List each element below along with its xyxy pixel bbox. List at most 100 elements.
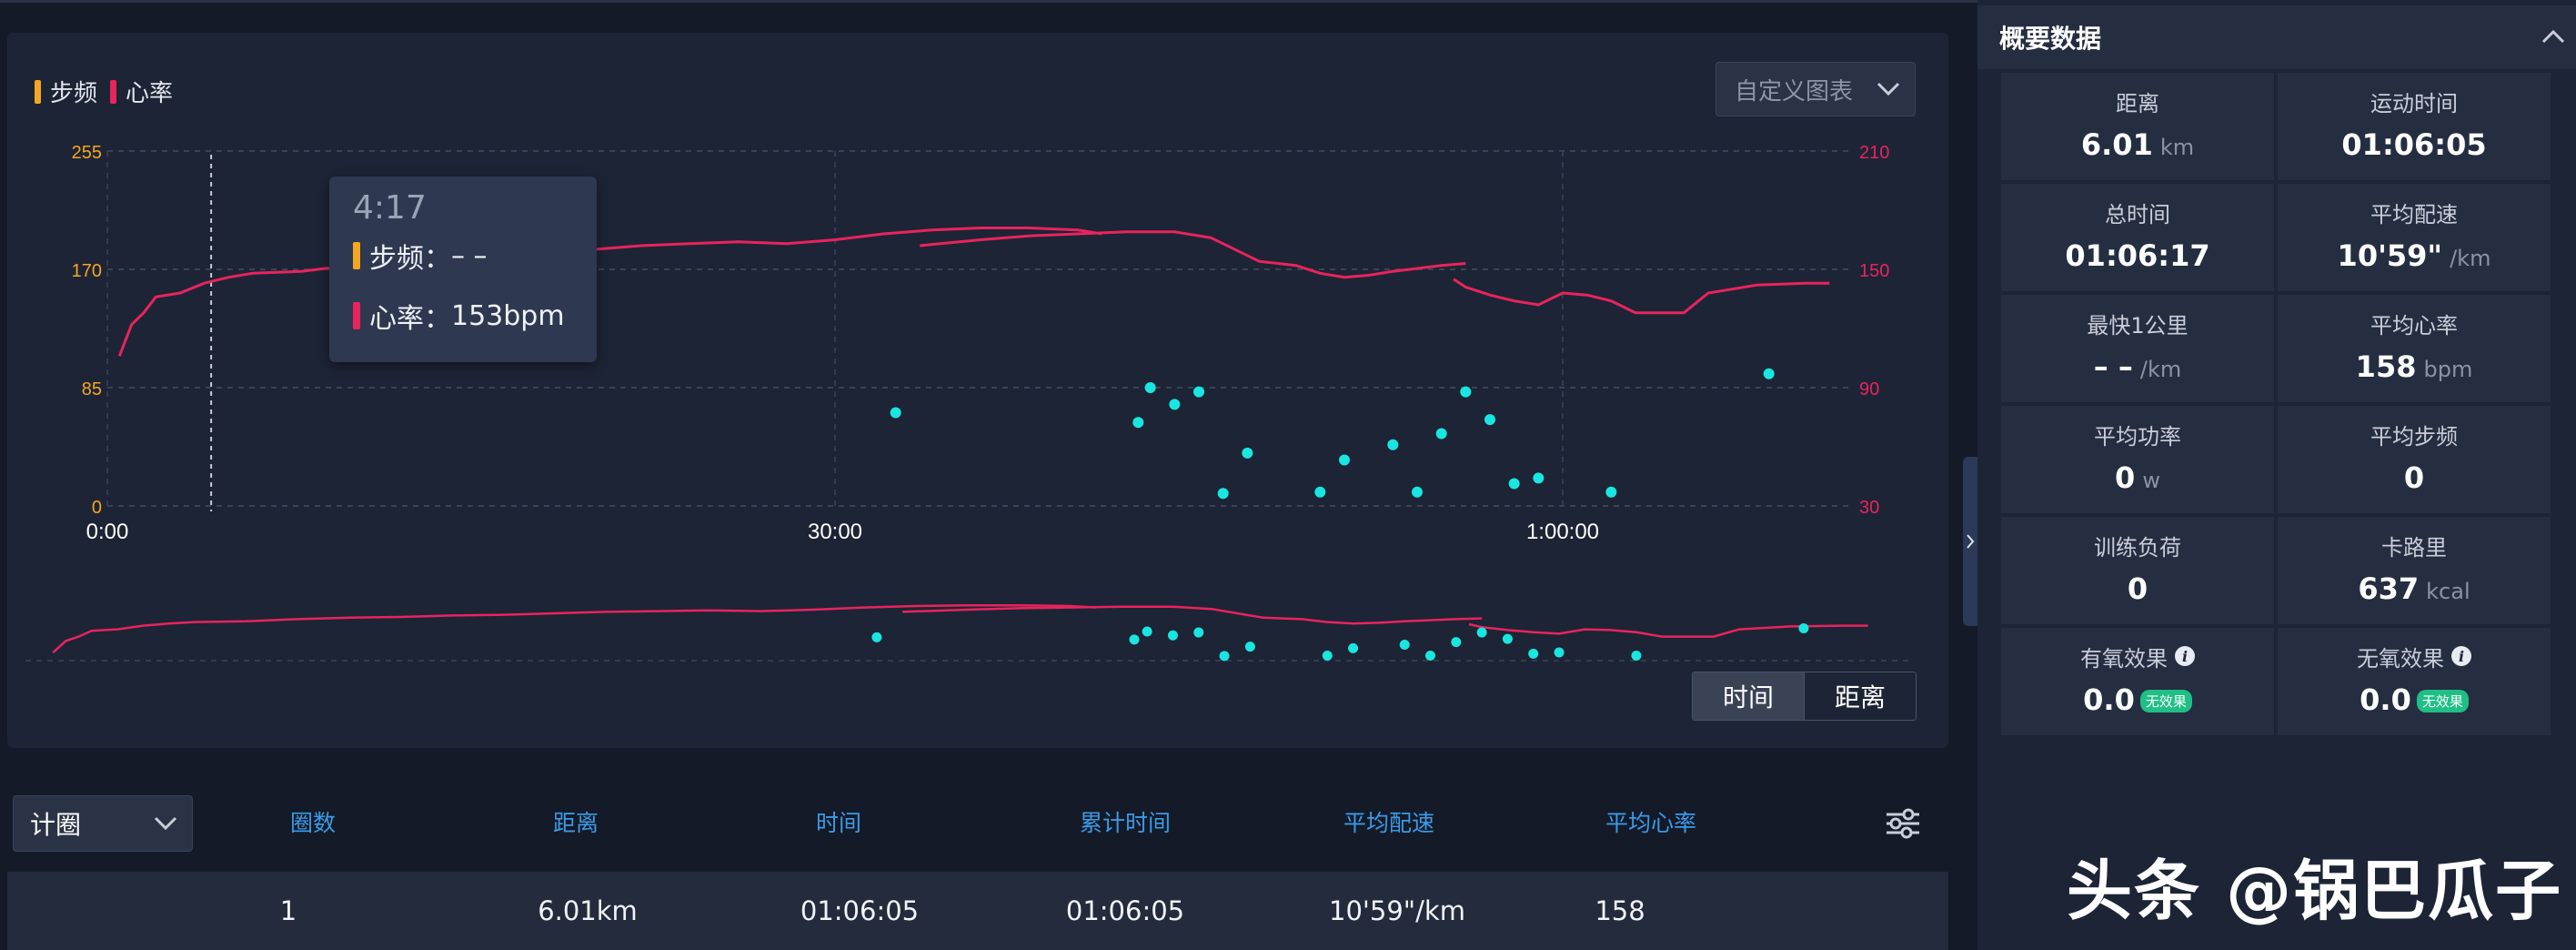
column-header-cumulative-time[interactable]: 累计时间 [1079,810,1172,836]
column-header-time[interactable]: 时间 [815,810,862,836]
summary-cell-avg-hr: 平均心率 158 bpm [2278,295,2551,402]
summary-cell-fastest-km: 最快1公里 – –/km [2001,295,2274,402]
overview-cadence-point [1502,633,1513,644]
top-border [0,0,2576,3]
cadence-point [1605,486,1617,498]
heart-rate-swatch [353,302,360,329]
legend-item-cadence[interactable]: 步频 [35,75,97,108]
chart-tooltip: 4:17 步频： – – 心率： 153bpm [329,177,597,362]
summary-value: 0.0 无效果 [2278,682,2551,717]
right-axis-tick: 90 [1859,379,1879,399]
chevron-up-icon[interactable] [2540,25,2567,47]
summary-value-text: – – [2093,349,2133,384]
summary-cell-moving-time: 运动时间 01:06:05 [2278,73,2551,180]
summary-value: 6.01 km [2001,127,2274,162]
summary-label: 平均功率 [2001,420,2274,450]
summary-label-text: 有氧效果 [2080,645,2168,672]
legend-label-cadence: 步频 [50,80,98,107]
left-axis-tick: 170 [72,261,102,281]
overview-cadence-point [1193,627,1204,638]
summary-panel: 概要数据 距离 6.01 km 运动时间 01:06:05 总时间 01:06:17 平均配速… [1977,0,2576,950]
overview-cadence-point [1399,639,1410,650]
chevron-down-icon [154,816,177,831]
cadence-swatch [353,242,360,269]
summary-value: 0.0 无效果 [2001,682,2274,717]
toggle-time-button[interactable]: 时间 [1693,672,1804,720]
cadence-point [1339,454,1350,466]
chart-legend: 步频 心率 [35,75,186,108]
summary-label: 无氧效果 i [2278,642,2551,672]
tooltip-hr-label: 心率： [369,303,451,335]
legend-item-heart-rate[interactable]: 心率 [110,75,173,108]
summary-value: 0 [2278,460,2551,495]
summary-label-text: 运动时间 [2370,90,2458,116]
cadence-point [1387,439,1399,450]
summary-value-text: 158 [2355,349,2417,384]
tooltip-cadence-label: 步频： [369,243,451,275]
cell-time: 01:06:05 [800,895,920,926]
cadence-point [1412,486,1423,498]
table-row[interactable]: 1 6.01km 01:06:05 01:06:05 10'59"/km 158 [7,872,1948,950]
watermark-text: 头条 @锅巴瓜子 [2067,853,2563,929]
summary-label: 平均心率 [2278,309,2551,339]
summary-value-text: 637 [2358,571,2420,606]
summary-value-text: 0 [2403,460,2425,495]
overview-cadence-point [1554,647,1565,658]
overview-cadence-point [1167,630,1178,641]
summary-cell-avg-pace: 平均配速 10'59" /km [2278,184,2551,291]
summary-label: 总时间 [2001,198,2274,227]
left-axis-tick: 255 [72,143,102,163]
table-header: 圈数 距离 时间 累计时间 平均配速 平均心率 [0,795,1956,852]
info-icon[interactable]: i [2175,646,2195,666]
overview-cadence-point [1244,642,1255,652]
cell-avg-hr: 158 [1595,895,1645,926]
lap-select-dropdown[interactable]: 计圈 [13,795,193,852]
summary-label-text: 平均功率 [2094,423,2181,450]
custom-chart-label: 自定义图表 [1735,77,1854,106]
cadence-point [1460,386,1472,398]
summary-value-text: 6.01 [2080,127,2153,162]
summary-value-text: 10'59" [2337,238,2443,273]
summary-unit: /km [2139,357,2182,382]
summary-label: 平均步频 [2278,420,2551,450]
overview-cadence-point [1219,651,1230,662]
summary-label: 有氧效果 i [2001,642,2274,672]
summary-value: 10'59" /km [2278,238,2551,273]
tooltip-cadence-row: 步频： – – [353,236,573,276]
cell-distance: 6.01km [538,895,638,926]
summary-label: 训练负荷 [2001,531,2274,561]
collapse-side-tab[interactable] [1963,457,1977,626]
toggle-distance-button[interactable]: 距离 [1804,672,1916,720]
summary-value-text: 0 [2115,460,2136,495]
column-header-avg-hr[interactable]: 平均心率 [1605,810,1697,836]
column-header-distance[interactable]: 距离 [552,810,599,836]
summary-header[interactable]: 概要数据 [1977,5,2576,69]
summary-value: 01:06:05 [2278,127,2551,162]
heart-rate-line [920,230,1466,279]
time-axis-tick: 0:00 [86,520,129,544]
status-badge: 无效果 [2139,690,2192,712]
summary-value: – –/km [2001,349,2274,384]
summary-label-text: 平均心率 [2370,312,2458,339]
legend-label-heart-rate: 心率 [126,80,174,107]
overview-cadence-point [1798,622,1809,633]
tooltip-hr-row: 心率： 153bpm [353,296,573,336]
summary-label-text: 卡路里 [2381,534,2447,561]
heart-rate-cadence-chart: 255 210 170 150 85 90 0 30 0:00 30:00 1:00:00 [25,143,1908,662]
column-header-lap[interactable]: 圈数 [289,810,337,836]
overview-cadence-point [1476,627,1487,638]
cadence-point [1193,386,1204,398]
summary-value-text: 01:06:05 [2341,127,2487,162]
column-header-avg-pace[interactable]: 平均配速 [1343,810,1435,836]
cadence-point [1217,488,1229,500]
right-axis-tick: 150 [1859,261,1889,281]
cadence-point [1242,447,1253,459]
info-icon[interactable]: i [2451,646,2471,666]
summary-unit: km [2159,135,2195,160]
custom-chart-dropdown[interactable]: 自定义图表 [1716,62,1916,116]
summary-unit: kcal [2426,579,2470,604]
overview-cadence-point [1631,650,1642,661]
column-settings-icon[interactable] [1883,806,1923,841]
summary-cell-calories: 卡路里 637 kcal [2278,517,2551,624]
